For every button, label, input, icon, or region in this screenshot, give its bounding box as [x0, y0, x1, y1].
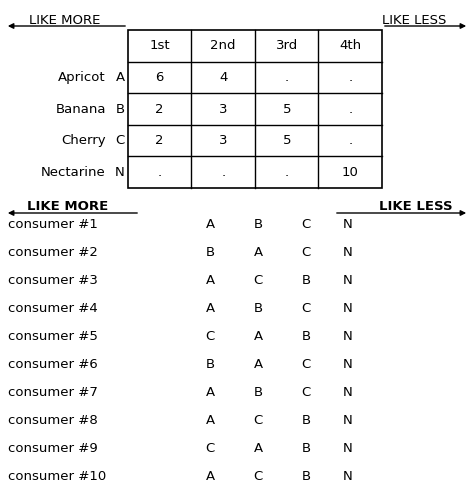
Text: C: C: [254, 470, 263, 483]
Text: A: A: [205, 274, 215, 287]
Text: N: N: [343, 442, 353, 455]
Text: A: A: [254, 358, 263, 371]
Text: A: A: [254, 330, 263, 343]
Text: consumer #3: consumer #3: [8, 274, 98, 287]
Text: 2nd: 2nd: [210, 39, 236, 52]
Text: B: B: [254, 218, 263, 231]
Text: Cherry: Cherry: [61, 134, 106, 147]
Text: consumer #2: consumer #2: [8, 246, 98, 259]
Text: .: .: [221, 166, 225, 179]
Text: 3rd: 3rd: [275, 39, 298, 52]
Text: C: C: [301, 302, 310, 315]
Text: A: A: [205, 414, 215, 427]
Text: consumer #4: consumer #4: [8, 302, 98, 315]
Text: consumer #8: consumer #8: [8, 414, 98, 427]
Text: 1st: 1st: [149, 39, 170, 52]
Text: .: .: [348, 103, 352, 116]
Text: A: A: [205, 302, 215, 315]
Text: C: C: [205, 442, 215, 455]
Text: B: B: [301, 330, 310, 343]
Text: consumer #9: consumer #9: [8, 442, 98, 455]
Text: A: A: [205, 218, 215, 231]
Text: C: C: [301, 358, 310, 371]
Text: C: C: [301, 218, 310, 231]
Text: 3: 3: [219, 103, 228, 116]
Text: A: A: [254, 442, 263, 455]
Text: C: C: [301, 386, 310, 399]
Text: B: B: [254, 302, 263, 315]
Text: LIKE MORE: LIKE MORE: [29, 14, 100, 27]
Text: 4th: 4th: [339, 39, 361, 52]
Text: B: B: [116, 103, 125, 116]
Text: consumer #5: consumer #5: [8, 330, 98, 343]
Text: .: .: [285, 71, 289, 84]
Text: N: N: [343, 470, 353, 483]
Text: 5: 5: [283, 103, 291, 116]
Text: .: .: [158, 166, 162, 179]
Text: 4: 4: [219, 71, 228, 84]
Text: A: A: [205, 470, 215, 483]
Text: Banana: Banana: [55, 103, 106, 116]
Text: 2: 2: [155, 103, 164, 116]
Text: C: C: [205, 330, 215, 343]
Text: N: N: [343, 274, 353, 287]
Text: Nectarine: Nectarine: [41, 166, 106, 179]
Text: B: B: [205, 358, 215, 371]
Text: C: C: [254, 274, 263, 287]
Text: 3: 3: [219, 134, 228, 147]
Text: consumer #10: consumer #10: [8, 470, 106, 483]
Text: B: B: [301, 414, 310, 427]
Text: B: B: [254, 386, 263, 399]
Text: N: N: [343, 330, 353, 343]
Text: C: C: [301, 246, 310, 259]
Text: B: B: [301, 274, 310, 287]
Text: 5: 5: [283, 134, 291, 147]
Text: 6: 6: [155, 71, 164, 84]
Text: C: C: [254, 414, 263, 427]
Bar: [128, 30, 382, 188]
Text: B: B: [205, 246, 215, 259]
Text: A: A: [205, 386, 215, 399]
Text: Apricot: Apricot: [58, 71, 106, 84]
Text: LIKE LESS: LIKE LESS: [382, 14, 446, 27]
Text: C: C: [115, 134, 125, 147]
Text: B: B: [301, 470, 310, 483]
Text: .: .: [348, 134, 352, 147]
Text: consumer #7: consumer #7: [8, 386, 98, 399]
Text: consumer #6: consumer #6: [8, 358, 98, 371]
Text: N: N: [343, 246, 353, 259]
Text: 10: 10: [342, 166, 359, 179]
Text: N: N: [343, 302, 353, 315]
Text: 2: 2: [155, 134, 164, 147]
Text: N: N: [343, 414, 353, 427]
Text: N: N: [115, 166, 125, 179]
Text: .: .: [348, 71, 352, 84]
Text: N: N: [343, 386, 353, 399]
Text: A: A: [254, 246, 263, 259]
Text: consumer #1: consumer #1: [8, 218, 98, 231]
Text: N: N: [343, 218, 353, 231]
Text: A: A: [116, 71, 125, 84]
Text: LIKE MORE: LIKE MORE: [27, 200, 109, 213]
Text: N: N: [343, 358, 353, 371]
Text: B: B: [301, 442, 310, 455]
Text: LIKE LESS: LIKE LESS: [379, 200, 453, 213]
Text: .: .: [285, 166, 289, 179]
